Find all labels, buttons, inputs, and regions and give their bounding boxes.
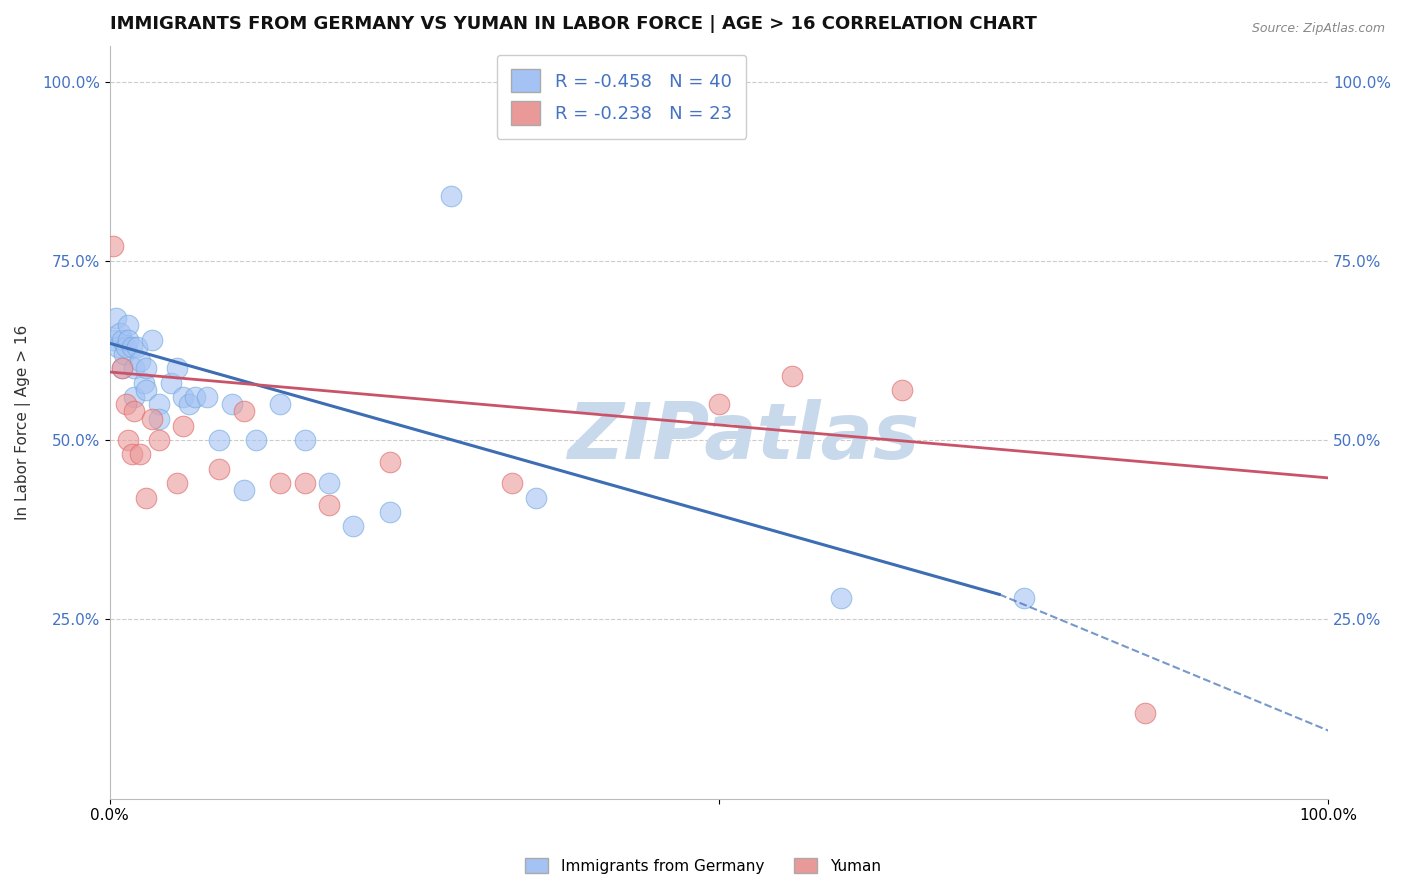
Point — [135, 383, 157, 397]
Point — [117, 318, 139, 333]
Point — [117, 333, 139, 347]
Legend: R = -0.458   N = 40, R = -0.238   N = 23: R = -0.458 N = 40, R = -0.238 N = 23 — [496, 54, 747, 139]
Point — [221, 397, 243, 411]
Point — [245, 433, 267, 447]
Point — [1135, 706, 1157, 720]
Point — [104, 311, 127, 326]
Point — [269, 476, 291, 491]
Point — [103, 333, 125, 347]
Point — [318, 498, 340, 512]
Point — [107, 340, 129, 354]
Point — [159, 376, 181, 390]
Point — [232, 483, 254, 498]
Point — [195, 390, 218, 404]
Point — [122, 361, 145, 376]
Point — [269, 397, 291, 411]
Point — [177, 397, 200, 411]
Point — [135, 491, 157, 505]
Point — [148, 397, 170, 411]
Point — [132, 376, 155, 390]
Point — [111, 333, 134, 347]
Point — [172, 390, 194, 404]
Point — [780, 368, 803, 383]
Point — [114, 340, 136, 354]
Point — [141, 333, 163, 347]
Point — [108, 326, 131, 340]
Text: Source: ZipAtlas.com: Source: ZipAtlas.com — [1251, 22, 1385, 36]
Point — [378, 505, 401, 519]
Point — [129, 448, 152, 462]
Point — [117, 433, 139, 447]
Point — [121, 340, 143, 354]
Point — [172, 418, 194, 433]
Point — [890, 383, 912, 397]
Point — [232, 404, 254, 418]
Point — [184, 390, 207, 404]
Point — [378, 455, 401, 469]
Point — [318, 476, 340, 491]
Point — [294, 433, 316, 447]
Legend: Immigrants from Germany, Yuman: Immigrants from Germany, Yuman — [519, 852, 887, 880]
Point — [440, 189, 463, 203]
Point — [141, 411, 163, 425]
Point — [707, 397, 730, 411]
Point — [122, 404, 145, 418]
Point — [114, 397, 136, 411]
Y-axis label: In Labor Force | Age > 16: In Labor Force | Age > 16 — [15, 325, 31, 520]
Point — [103, 239, 125, 253]
Point — [111, 361, 134, 376]
Point — [166, 476, 188, 491]
Point — [114, 347, 136, 361]
Point — [208, 433, 231, 447]
Point — [294, 476, 316, 491]
Text: ZIPatlas: ZIPatlas — [567, 400, 920, 475]
Point — [501, 476, 523, 491]
Point — [208, 462, 231, 476]
Text: IMMIGRANTS FROM GERMANY VS YUMAN IN LABOR FORCE | AGE > 16 CORRELATION CHART: IMMIGRANTS FROM GERMANY VS YUMAN IN LABO… — [110, 15, 1036, 33]
Point — [129, 354, 152, 368]
Point — [524, 491, 547, 505]
Point — [830, 591, 852, 605]
Point — [125, 340, 148, 354]
Point — [121, 448, 143, 462]
Point — [122, 390, 145, 404]
Point — [166, 361, 188, 376]
Point — [148, 433, 170, 447]
Point — [111, 361, 134, 376]
Point — [135, 361, 157, 376]
Point — [1012, 591, 1035, 605]
Point — [148, 411, 170, 425]
Point — [342, 519, 364, 533]
